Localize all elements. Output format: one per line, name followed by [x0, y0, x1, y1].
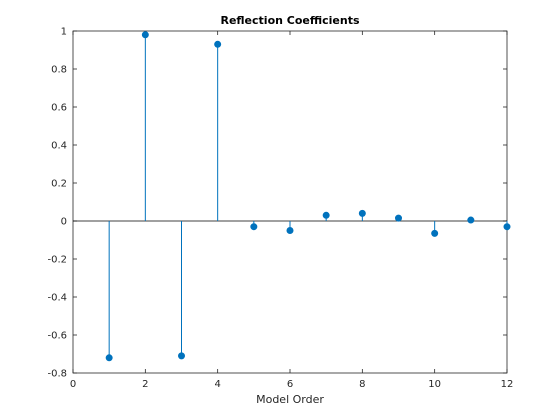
stem-marker — [178, 352, 185, 360]
stem-marker — [431, 229, 439, 237]
x-tick-label: 0 — [70, 379, 76, 390]
stem-marker — [214, 40, 222, 48]
y-tick-label: 1 — [61, 27, 67, 38]
stem-marker — [105, 354, 113, 362]
plot-area: 0 2 4 6 8 10 12 -0.8 -0.6 -0.4 -0.2 0 0.2 0.4 0.6 0.8 1 — [47, 27, 513, 391]
stem-marker — [395, 214, 402, 222]
x-tick-label: 4 — [214, 379, 220, 390]
stem-marker — [286, 227, 294, 234]
stem-marker — [322, 211, 330, 219]
stem-marker — [358, 209, 366, 217]
x-tick-label: 12 — [501, 379, 514, 390]
x-axis-label: Model Order — [256, 393, 324, 406]
y-tick-label: 0.4 — [51, 141, 67, 152]
stem-marker — [467, 216, 475, 224]
y-tick-label: 0.2 — [51, 179, 67, 190]
y-tick-label: 0.8 — [51, 65, 67, 76]
stem-marker — [141, 31, 149, 39]
x-tick-label: 6 — [287, 379, 293, 390]
y-tick-label: 0 — [61, 217, 67, 228]
y-tick-label: -0.8 — [47, 369, 67, 380]
stem-marker — [503, 223, 511, 231]
stem-marker — [250, 223, 258, 231]
x-tick-label: 10 — [428, 379, 441, 390]
x-tick-label: 2 — [142, 379, 148, 390]
y-tick-label: -0.6 — [47, 331, 67, 342]
y-tick-label: 0.6 — [51, 103, 67, 114]
axes-box — [72, 30, 508, 374]
chart-title: Reflection Coefficients — [220, 14, 360, 27]
y-tick-label: -0.4 — [47, 293, 67, 304]
x-tick-label: 8 — [359, 379, 365, 390]
y-tick-label: -0.2 — [47, 255, 67, 266]
